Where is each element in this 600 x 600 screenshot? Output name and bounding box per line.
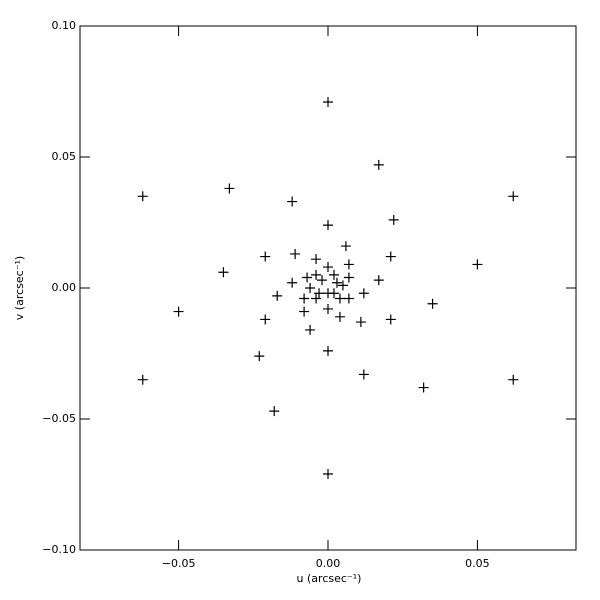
point xyxy=(385,314,396,325)
point xyxy=(358,369,369,380)
point xyxy=(311,293,322,304)
point xyxy=(224,183,235,194)
point xyxy=(373,275,384,286)
point xyxy=(287,196,298,207)
x-tick-label: 0.00 xyxy=(316,557,341,570)
point xyxy=(388,214,399,225)
point xyxy=(137,374,148,385)
y-tick-label: 0.00 xyxy=(52,281,77,294)
point xyxy=(331,277,342,288)
point xyxy=(305,324,316,335)
point xyxy=(323,303,333,314)
point xyxy=(317,275,328,286)
y-axis-label: v (arcsec⁻¹) xyxy=(13,256,26,320)
point xyxy=(314,288,325,299)
point xyxy=(427,298,438,309)
point xyxy=(299,306,310,317)
point xyxy=(358,288,369,299)
point xyxy=(323,469,333,480)
point xyxy=(287,277,298,288)
point xyxy=(508,374,519,385)
x-axis-label: u (arcsec⁻¹) xyxy=(297,572,362,585)
point xyxy=(269,406,280,417)
point xyxy=(311,254,322,265)
point xyxy=(260,314,271,325)
x-tick-label: −0.05 xyxy=(162,557,196,570)
point xyxy=(343,272,354,283)
point xyxy=(254,351,265,362)
point xyxy=(340,241,351,252)
point xyxy=(508,191,519,202)
y-tick-label: −0.10 xyxy=(42,543,76,556)
point xyxy=(328,288,339,299)
point xyxy=(334,311,345,322)
point xyxy=(337,280,348,291)
point xyxy=(299,293,310,304)
point xyxy=(173,306,184,317)
point xyxy=(290,248,301,259)
point xyxy=(218,267,229,278)
point xyxy=(385,251,396,262)
point xyxy=(323,345,333,356)
point xyxy=(355,317,366,328)
point xyxy=(272,290,283,301)
point xyxy=(343,259,354,270)
point xyxy=(137,191,148,202)
point xyxy=(343,293,354,304)
point xyxy=(418,382,429,393)
x-tick-label: 0.05 xyxy=(465,557,490,570)
point xyxy=(472,259,483,270)
point xyxy=(334,293,345,304)
point xyxy=(305,283,316,293)
point xyxy=(373,159,384,170)
point xyxy=(323,96,333,107)
point xyxy=(311,269,322,280)
point xyxy=(260,251,271,262)
y-tick-label: 0.10 xyxy=(52,19,77,32)
point xyxy=(328,269,339,280)
point xyxy=(302,272,313,283)
point xyxy=(323,220,333,231)
y-tick-label: 0.05 xyxy=(52,150,77,163)
y-tick-label: −0.05 xyxy=(42,412,76,425)
point xyxy=(323,262,333,273)
